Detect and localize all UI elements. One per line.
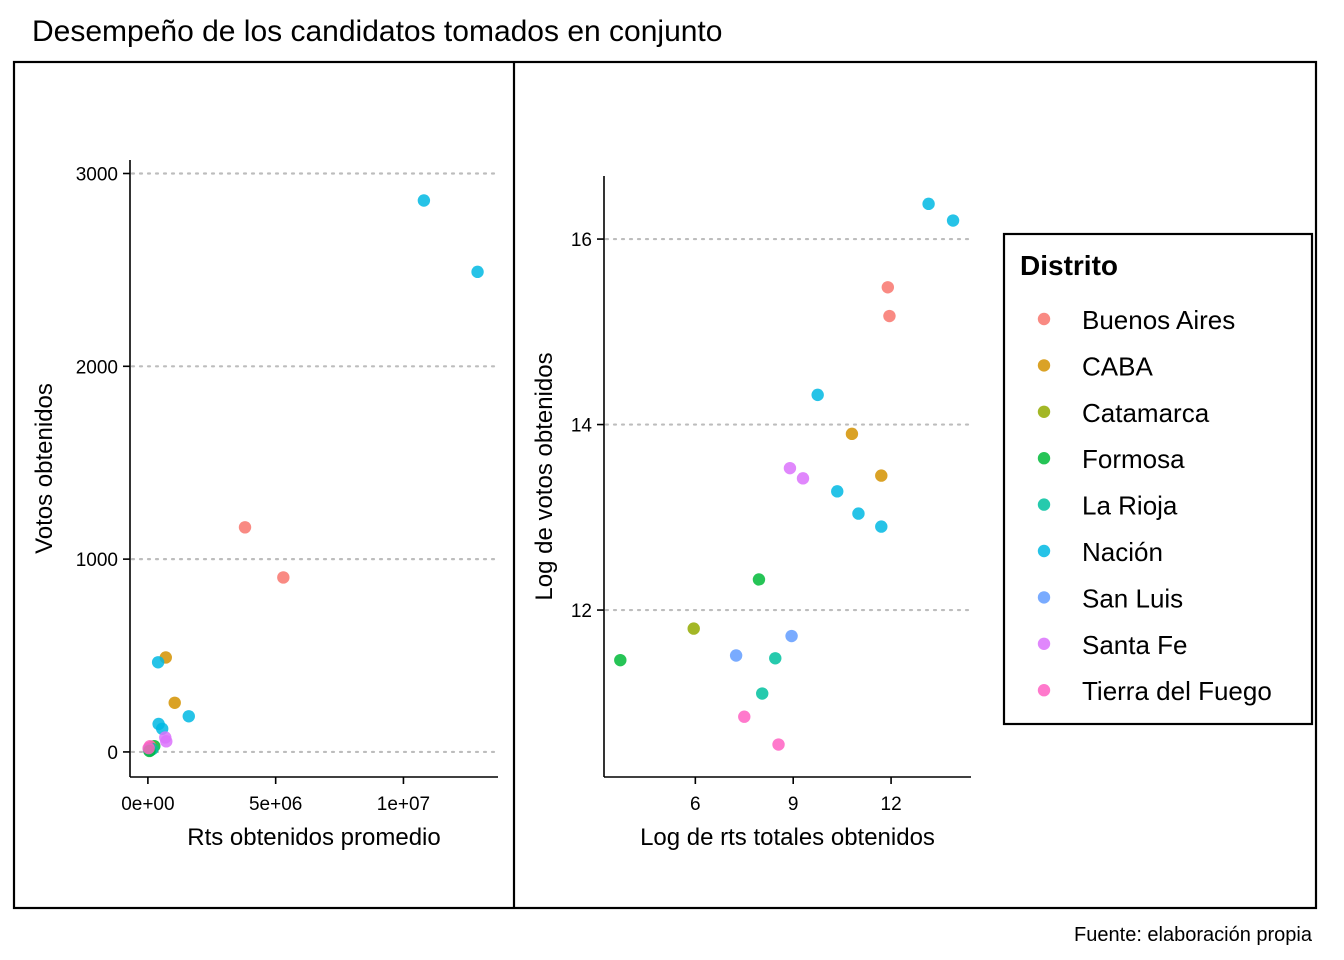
y-tick-label: 3000	[76, 164, 118, 185]
data-point	[845, 427, 859, 441]
y-axis-label: Votos obtenidos	[31, 383, 58, 554]
data-point	[471, 265, 484, 279]
data-point	[687, 622, 700, 635]
data-point	[922, 197, 935, 211]
data-point	[831, 485, 844, 498]
y-tick-label: 1000	[76, 550, 118, 571]
data-point	[796, 472, 810, 485]
data-point	[182, 710, 195, 723]
data-point	[785, 629, 798, 643]
legend-label: Catamarca	[1082, 398, 1210, 428]
data-point	[752, 573, 766, 586]
data-point	[946, 214, 960, 227]
data-point	[875, 469, 888, 482]
legend-key	[1037, 637, 1051, 650]
y-tick-label: 0	[107, 743, 118, 764]
legend-key	[1037, 498, 1051, 511]
x-tick-label: 9	[788, 794, 799, 815]
figure-title: Desempeño de los candidatos tomados en c…	[32, 15, 722, 48]
y-axis-label: Log de votos obtenidos	[531, 352, 558, 600]
legend-key	[1037, 312, 1051, 326]
data-point	[729, 649, 743, 662]
x-tick-label: 0e+00	[121, 794, 174, 815]
legend-label: Santa Fe	[1082, 630, 1188, 660]
legend-items: Buenos Aires CABA Catamarca Formosa La Rioja…	[1037, 305, 1272, 706]
data-point	[238, 521, 252, 534]
x-axis-label: Log de rts totales obtenidos	[640, 824, 935, 851]
panel-border	[12, 60, 1318, 910]
legend-key	[1037, 544, 1051, 558]
data-point	[738, 710, 751, 723]
left-scatter-plot: 0 1000 2000 3000 0e+00 5e+06 1e+07 Rts obtenido…	[31, 160, 500, 851]
data-point	[614, 653, 627, 667]
y-tick-label: 2000	[76, 357, 118, 378]
data-point	[769, 652, 782, 665]
data-point	[881, 281, 895, 294]
legend-label: La Rioja	[1082, 491, 1178, 521]
data-point	[168, 696, 181, 709]
data-point	[811, 388, 824, 402]
data-point	[875, 520, 888, 533]
legend-label: Tierra del Fuego	[1082, 676, 1272, 706]
data-point	[756, 687, 769, 700]
legend-title: Distrito	[1020, 250, 1118, 281]
data-point	[852, 507, 865, 520]
y-tick-label: 12	[571, 601, 592, 622]
x-axis-label: Rts obtenidos promedio	[187, 824, 440, 851]
legend-key	[1037, 405, 1051, 418]
data-point	[783, 461, 797, 475]
right-scatter-plot: 12 14 16 6 9 12 Log de rts totales obtenidos Lo…	[531, 176, 973, 851]
y-tick-label: 16	[571, 230, 592, 251]
legend-box	[1002, 232, 1314, 726]
legend-label: CABA	[1082, 351, 1153, 381]
x-tick-label: 12	[881, 794, 902, 815]
legend-label: Formosa	[1082, 444, 1185, 474]
caption: Fuente: elaboración propia	[1074, 924, 1313, 946]
x-tick-label: 5e+06	[249, 794, 302, 815]
legend-key	[1037, 684, 1051, 697]
data-point	[142, 741, 155, 755]
data-point	[160, 735, 173, 748]
data-point	[151, 656, 165, 669]
data-point	[417, 194, 431, 207]
legend-label: Buenos Aires	[1082, 305, 1235, 335]
legend: Distrito Buenos Aires CABA Catamarca Formos…	[1002, 232, 1314, 726]
legend-key	[1037, 359, 1051, 372]
legend-label: Nación	[1082, 537, 1163, 567]
data-point	[772, 738, 785, 751]
x-tick-label: 6	[690, 794, 701, 815]
y-tick-label: 14	[571, 416, 593, 437]
legend-label: San Luis	[1082, 583, 1183, 613]
legend-key	[1037, 591, 1051, 604]
data-point	[883, 309, 896, 323]
x-tick-label: 1e+07	[377, 794, 430, 815]
data-point	[277, 571, 290, 584]
legend-key	[1037, 452, 1051, 465]
